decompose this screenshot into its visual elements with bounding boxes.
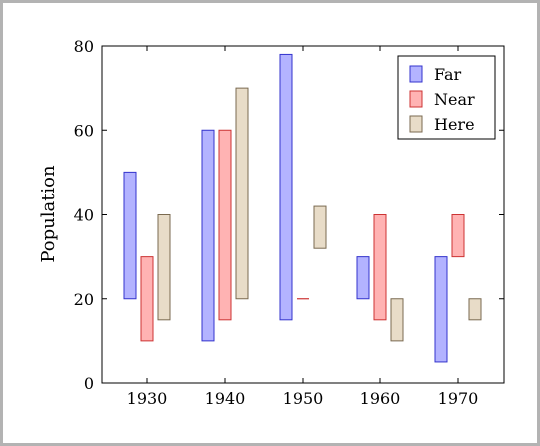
y-tick-label: 60 bbox=[74, 121, 94, 140]
y-tick-label: 20 bbox=[74, 290, 94, 309]
bar-here-1940 bbox=[235, 87, 249, 300]
bar-far-1930 bbox=[123, 171, 137, 300]
x-tick-label: 1940 bbox=[205, 389, 246, 408]
y-tick-label: 40 bbox=[74, 206, 94, 225]
bar-far-1960 bbox=[356, 256, 370, 300]
x-tick-label: 1930 bbox=[127, 389, 168, 408]
bar-here-1950 bbox=[313, 205, 327, 249]
x-tick-label: 1970 bbox=[438, 389, 479, 408]
legend-swatch-near bbox=[409, 90, 423, 108]
x-tick-label: 1960 bbox=[360, 389, 401, 408]
y-tick-label: 80 bbox=[74, 37, 94, 56]
legend-label-here: Here bbox=[434, 115, 475, 134]
bar-near-1930 bbox=[140, 256, 154, 342]
bar-here-1960 bbox=[390, 298, 404, 342]
legend-label-far: Far bbox=[434, 65, 462, 84]
bar-near-1960 bbox=[373, 214, 387, 321]
bar-series-group bbox=[123, 53, 482, 363]
bar-near-1970 bbox=[451, 214, 465, 258]
x-axis-ticks: 1930 1940 1950 1960 1970 bbox=[127, 46, 479, 408]
legend-swatch-here bbox=[409, 115, 423, 133]
y-tick-label: 0 bbox=[84, 374, 94, 393]
bar-here-1930 bbox=[157, 214, 171, 321]
y-axis-label: Population bbox=[38, 165, 59, 263]
bar-near-1940 bbox=[218, 129, 232, 321]
bar-far-1970 bbox=[434, 256, 448, 363]
y-axis-ticks: 0 20 40 60 80 bbox=[74, 37, 504, 393]
legend: Far Near Here bbox=[397, 55, 496, 140]
legend-label-near: Near bbox=[434, 90, 475, 109]
bar-far-1940 bbox=[201, 129, 215, 342]
x-tick-label: 1950 bbox=[283, 389, 324, 408]
bar-far-1950 bbox=[279, 53, 293, 321]
bar-here-1970 bbox=[468, 298, 482, 321]
legend-swatch-far bbox=[409, 65, 423, 83]
